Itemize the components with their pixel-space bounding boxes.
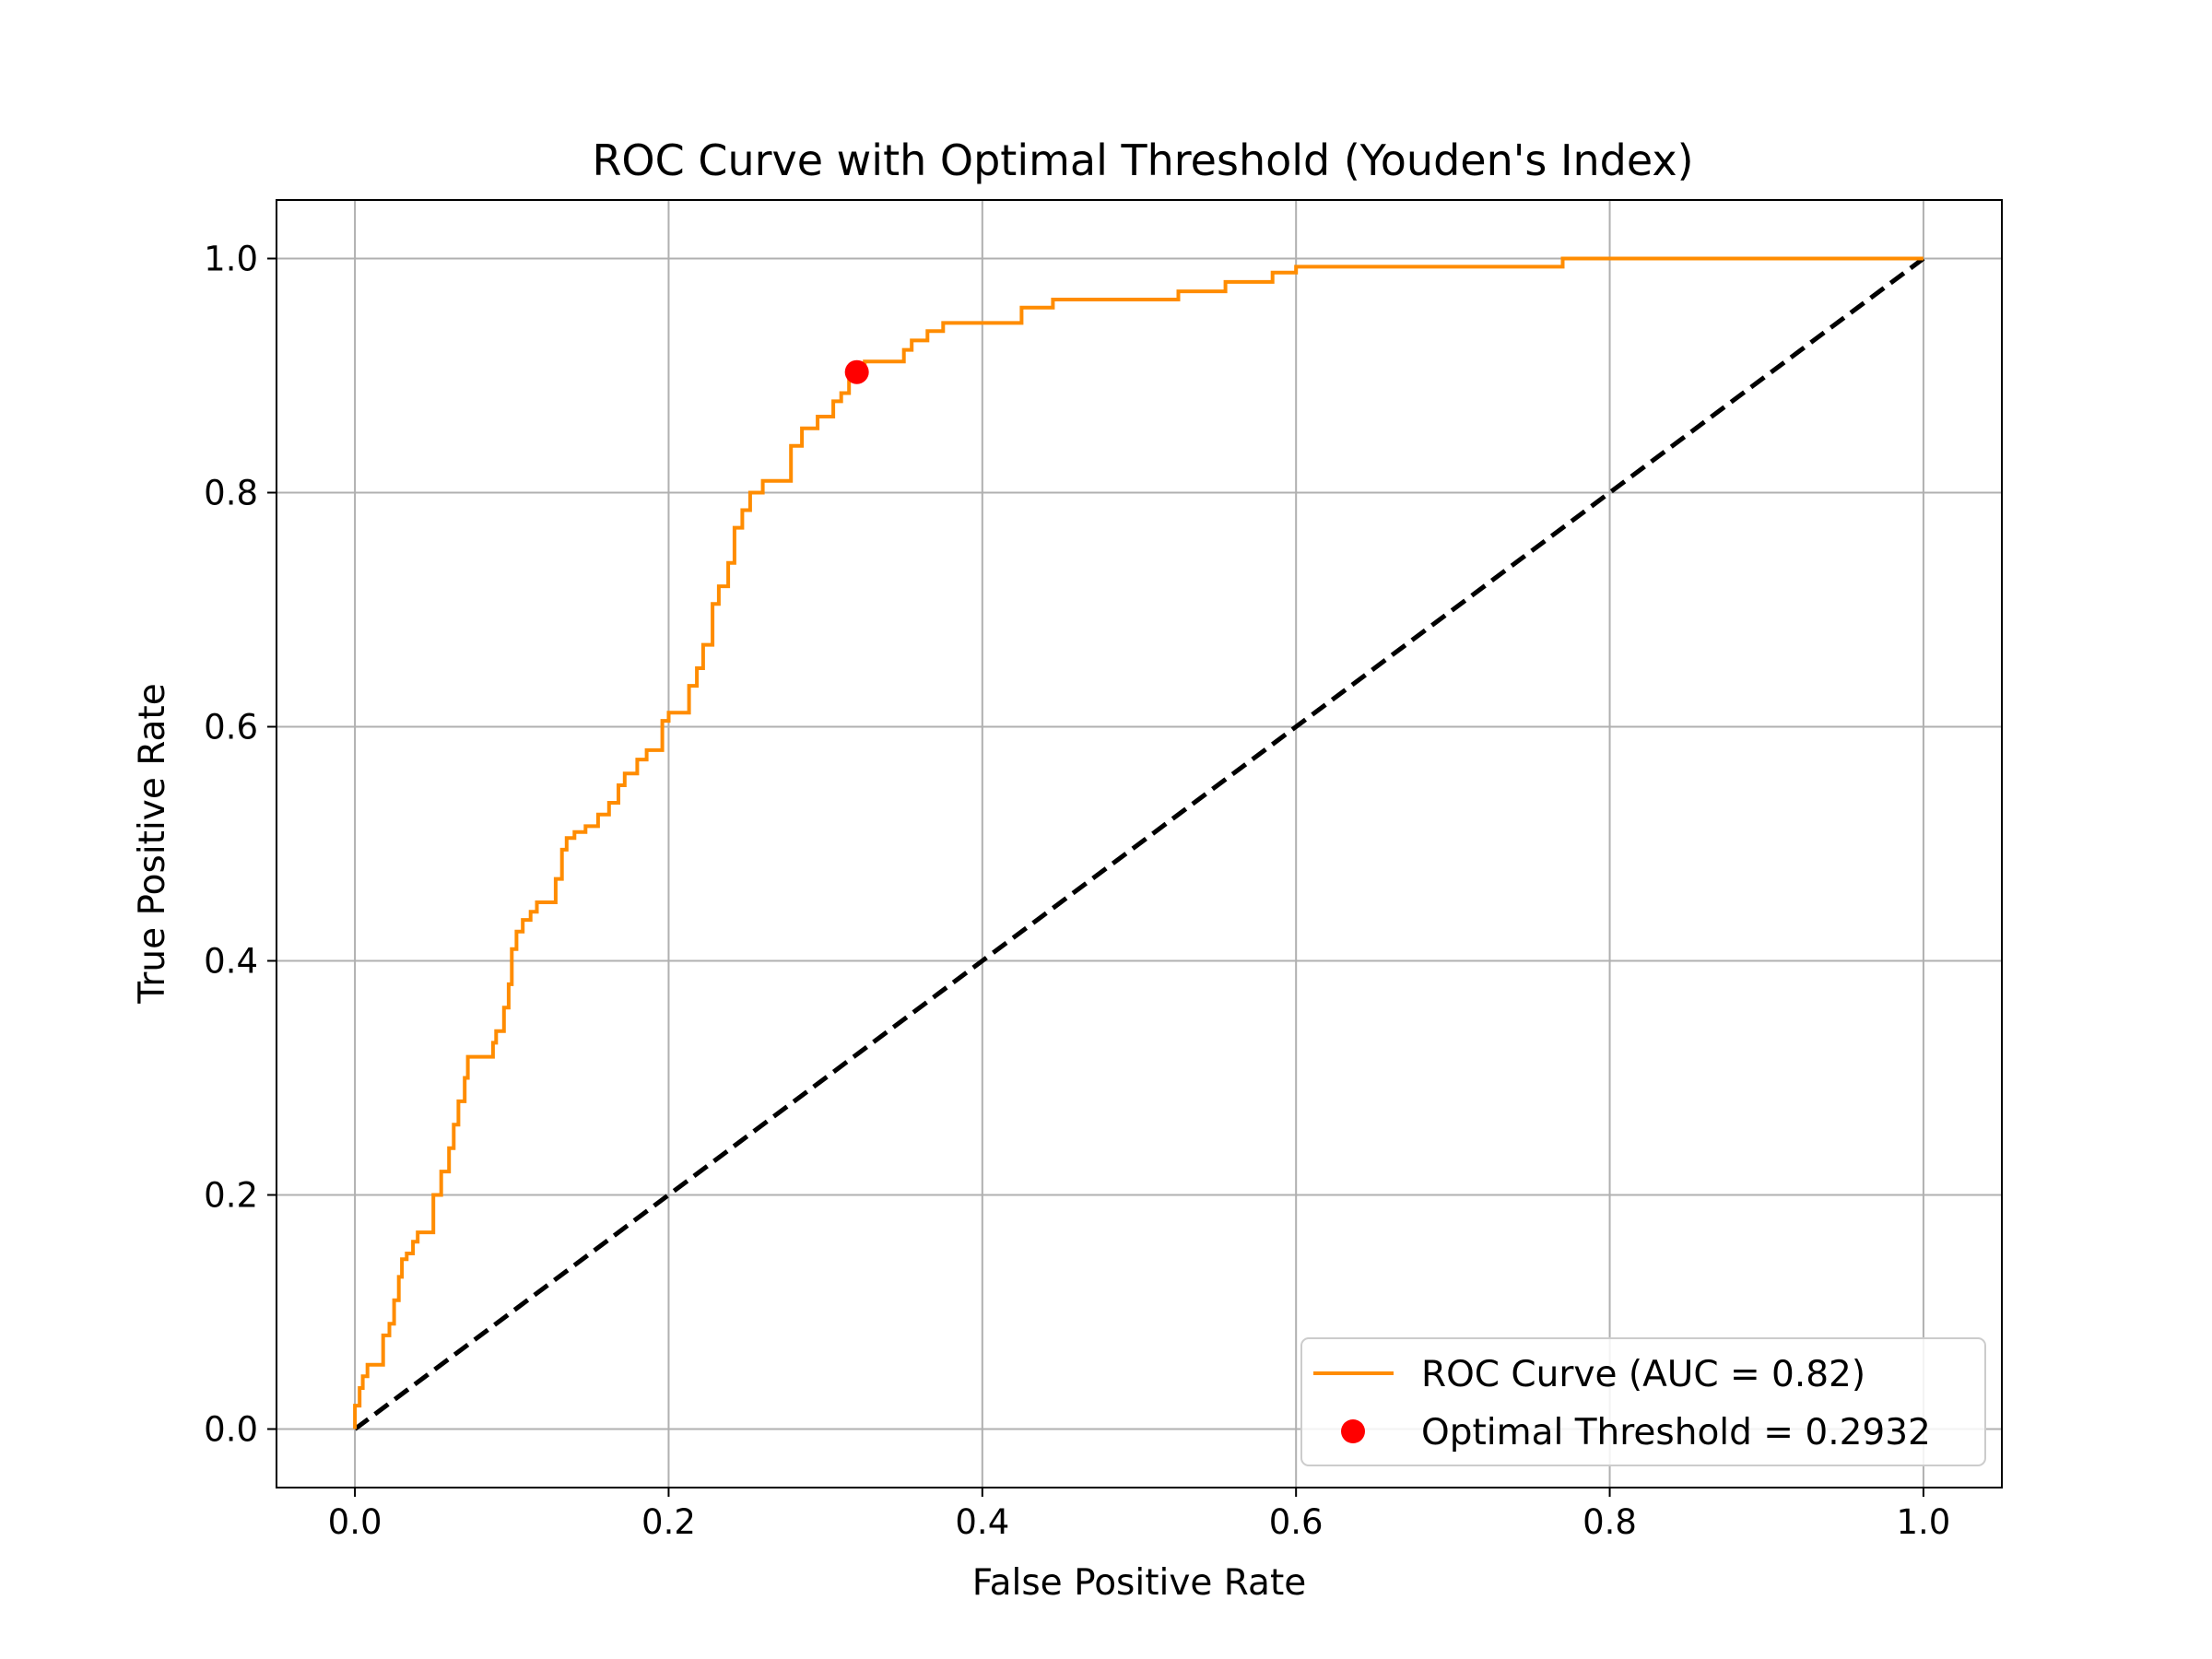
grid-lines: [276, 200, 2002, 1488]
optimal-threshold-series: [844, 359, 869, 384]
x-axis-label: False Positive Rate: [972, 1562, 1306, 1604]
y-tick-label: 0.6: [204, 708, 258, 747]
y-axis-label: True Positive Rate: [132, 683, 173, 1004]
x-tick-label: 0.2: [641, 1502, 696, 1542]
legend-marker-swatch: [1341, 1419, 1365, 1443]
legend-threshold-label: Optimal Threshold = 0.2932: [1421, 1412, 1931, 1453]
roc-curve-line: [353, 256, 1924, 1430]
x-tick-label: 0.0: [328, 1502, 382, 1542]
roc-series: [353, 256, 1924, 1430]
x-tick-label: 1.0: [1896, 1502, 1950, 1542]
y-tick-label: 0.0: [204, 1410, 258, 1450]
legend: ROC Curve (AUC = 0.82) Optimal Threshold…: [1300, 1337, 1986, 1466]
y-tick-label: 0.2: [204, 1176, 258, 1216]
x-tick-label: 0.4: [955, 1502, 1009, 1542]
legend-box: [1300, 1337, 1986, 1466]
y-tick-label: 1.0: [204, 240, 258, 279]
x-tick-label: 0.6: [1269, 1502, 1324, 1542]
legend-roc-label: ROC Curve (AUC = 0.82): [1421, 1354, 1865, 1395]
y-axis-ticks: 0.0 0.2 0.4 0.6 0.8 1.0: [204, 240, 276, 1450]
x-tick-label: 0.8: [1583, 1502, 1637, 1542]
plot-frame: [276, 199, 2003, 1488]
chart-title: ROC Curve with Optimal Threshold (Youden…: [592, 135, 1693, 185]
chance-diagonal: [353, 256, 1925, 1431]
y-tick-label: 0.4: [204, 942, 258, 982]
optimal-threshold-point: [844, 359, 869, 384]
y-tick-label: 0.8: [204, 474, 258, 513]
diagonal-reference-line: [353, 256, 1925, 1431]
x-axis-ticks: 0.0 0.2 0.4 0.6 0.8 1.0: [328, 1488, 1950, 1542]
